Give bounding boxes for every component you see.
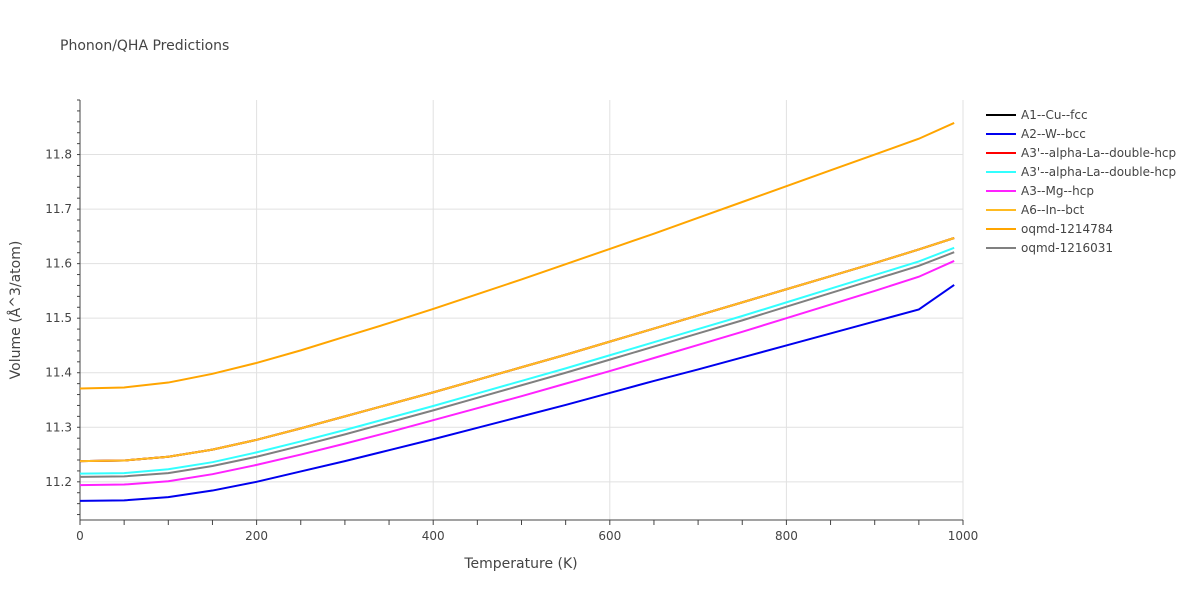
- axes: [77, 99, 964, 525]
- x-tick-label: 800: [775, 529, 798, 543]
- legend-item-label: A6--In--bct: [1021, 203, 1085, 217]
- series-line-4: [79, 259, 955, 487]
- x-tick-label: 600: [598, 529, 621, 543]
- y-tick-label: 11.7: [45, 202, 72, 216]
- y-tick-label: 11.3: [45, 420, 72, 434]
- y-tick-label: 11.6: [45, 257, 72, 271]
- series-line-3: [79, 246, 955, 475]
- y-tick-label: 11.4: [45, 366, 72, 380]
- y-tick-label: 11.2: [45, 475, 72, 489]
- series-line-6: [79, 121, 955, 390]
- y-axis-title: Volume (Å^3/atom): [7, 241, 24, 380]
- series-lines: [79, 121, 955, 502]
- y-tick-label: 11.8: [45, 148, 72, 162]
- legend: A1--Cu--fcc A2--W--bcc A3'--alpha-La--doub…: [986, 108, 1176, 255]
- series-line-7: [79, 251, 955, 478]
- chart-title: Phonon/QHA Predictions: [60, 38, 229, 54]
- x-tick-label: 400: [422, 529, 445, 543]
- grid: [80, 100, 964, 520]
- legend-item-label: A2--W--bcc: [1021, 127, 1086, 141]
- legend-item-label: oqmd-1216031: [1021, 241, 1113, 255]
- legend-item-label: oqmd-1214784: [1021, 222, 1113, 236]
- legend-item-label: A1--Cu--fcc: [1021, 108, 1088, 122]
- x-axis-title: Temperature (K): [463, 556, 577, 572]
- series-line-5: [79, 237, 955, 463]
- legend-item-label: A3--Mg--hcp: [1021, 184, 1094, 198]
- x-tick-label: 200: [245, 529, 268, 543]
- y-tick-label: 11.5: [45, 311, 72, 325]
- legend-item-label: A3'--alpha-La--double-hcp: [1021, 146, 1176, 160]
- x-tick-label: 1000: [948, 529, 979, 543]
- tick-labels: 0 200 400 600 800 1000 11.2 11.3 11.4 11.5 11.6 11.…: [45, 148, 978, 543]
- x-tick-label: 0: [76, 529, 84, 543]
- legend-item-label: A3'--alpha-La--double-hcp: [1021, 165, 1176, 179]
- series-line-1: [79, 284, 955, 502]
